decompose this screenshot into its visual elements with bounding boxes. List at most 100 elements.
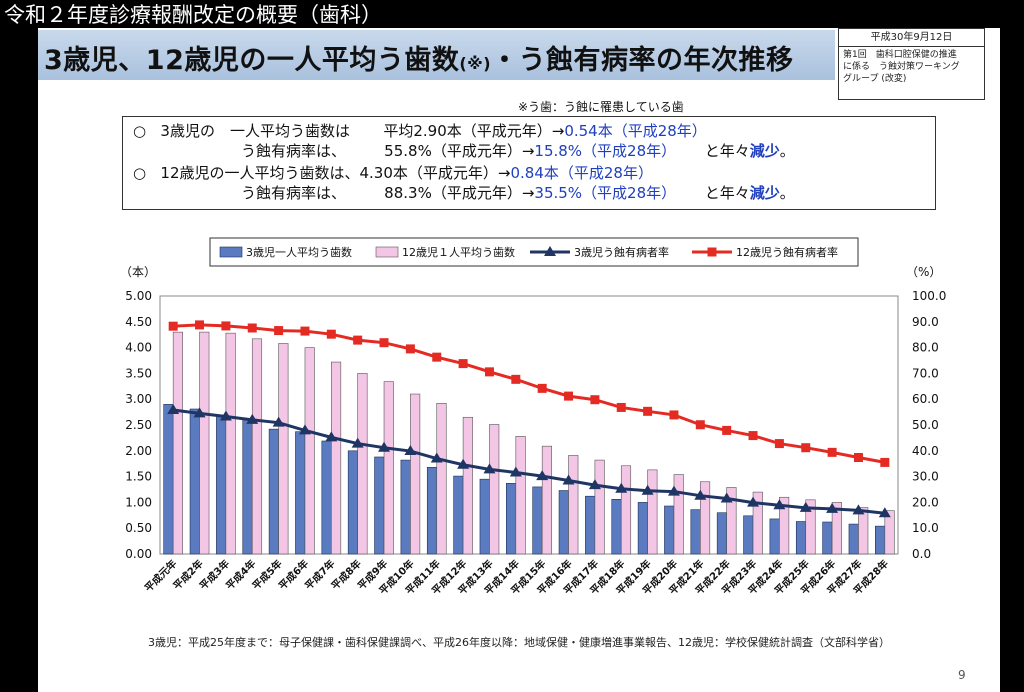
title-bar: 3歳児、12歳児の一人平均う歯数(※)・う蝕有病率の年次推移 [38, 30, 835, 80]
left-tick-label: 1.50 [125, 470, 152, 484]
point-12yo-rate [353, 335, 363, 345]
chart-legend: 3歳児一人平均う歯数 12歳児１人平均う歯数 3歳児う蝕有病者率 12歳児う蝕有病者率 [209, 237, 859, 267]
bar-12yo [199, 331, 210, 555]
bar-12yo [568, 455, 579, 555]
point-3yo-rate [641, 484, 654, 495]
point-3yo-rate [193, 407, 206, 418]
bar-3yo [216, 414, 227, 555]
bar-3yo [295, 431, 306, 555]
bar-3yo [532, 486, 543, 555]
summary-row-1: ○ 3歳児の 一人平均う歯数は 平均2.90本（平成元年）→0.54本（平成28… [133, 121, 707, 141]
point-3yo-rate [457, 458, 470, 469]
bar-12yo [541, 445, 552, 555]
bar-12yo [779, 496, 790, 555]
left-tick-label: 0.00 [125, 547, 152, 561]
slide-title: 3歳児、12歳児の一人平均う歯数(※)・う蝕有病率の年次推移 [44, 38, 794, 77]
bar-12yo [331, 361, 342, 555]
summary-label: う蝕有病率は、 [241, 184, 347, 202]
summary-value: 平均2.90本（平成元年）→ [383, 122, 565, 140]
legend-swatch-12yo-bar [375, 246, 399, 258]
point-3yo-rate [694, 489, 707, 500]
right-axis: （%） 100.0 90.0 80.0 70.0 60.0 50.0 40.0 30.0 20.0… [906, 265, 946, 561]
point-3yo-rate [852, 504, 865, 515]
left-tick-label: 3.00 [125, 392, 152, 406]
bar-12yo [884, 510, 895, 555]
doc-line-1: 第1回 歯科口腔保健の推進 [843, 50, 957, 60]
line-series [167, 320, 891, 518]
bar-3yo [453, 475, 464, 555]
bar-3yo [743, 515, 754, 555]
point-12yo-rate [432, 352, 442, 362]
doc-line-2: に係る う蝕対策ワーキング [843, 62, 960, 72]
right-tick-label: 30.0 [912, 470, 939, 484]
legend-label: 12歳児う蝕有病者率 [736, 245, 838, 259]
bar-3yo [822, 521, 833, 555]
bar-12yo [462, 416, 473, 555]
left-tick-label: 2.00 [125, 444, 152, 458]
bar-12yo [515, 436, 526, 555]
point-12yo-rate [774, 439, 784, 449]
slide: 3歳児、12歳児の一人平均う歯数(※)・う蝕有病率の年次推移 平成30年9月12… [38, 28, 1000, 692]
bar-12yo [383, 381, 394, 555]
summary-trend: と年々 [704, 184, 750, 202]
bar-12yo [752, 491, 763, 555]
point-12yo-rate [221, 321, 231, 331]
right-tick-label: 70.0 [912, 366, 939, 380]
summary-label: 12歳児の一人平均う歯数は、4.30本（平成元年）→ [160, 164, 511, 182]
bar-3yo [268, 428, 279, 555]
point-12yo-rate [880, 457, 890, 467]
summary-value: 88.3%（平成元年）→ [384, 184, 535, 202]
bar-3yo [664, 505, 675, 555]
point-3yo-rate [219, 410, 232, 421]
point-3yo-rate [430, 452, 443, 463]
left-tick-label: 3.50 [125, 366, 152, 380]
page-number: 9 [958, 668, 966, 682]
bar-12yo [831, 502, 842, 555]
summary-trend: と年々 [704, 142, 750, 160]
line-3yo-rate [172, 408, 885, 515]
bar-3yo [875, 525, 886, 555]
left-axis-unit: （本） [120, 265, 156, 279]
bar-3yo [611, 499, 622, 555]
left-tick-label: 2.50 [125, 418, 152, 432]
point-3yo-rate [588, 479, 601, 490]
point-12yo-rate [511, 374, 521, 384]
point-12yo-rate [326, 329, 336, 339]
summary-value-highlight: 0.54本（平成28年） [564, 122, 707, 140]
bullet-marker: ○ [133, 122, 147, 140]
legend-label: 12歳児１人平均う歯数 [402, 246, 515, 259]
summary-row-4: う蝕有病率は、 88.3%（平成元年）→35.5%（平成28年） と年々減少。 [241, 183, 795, 203]
point-3yo-rate [826, 502, 839, 513]
point-3yo-rate [351, 437, 364, 448]
chart: 3歳児一人平均う歯数 12歳児１人平均う歯数 3歳児う蝕有病者率 12歳児う蝕有病者率… [120, 237, 946, 597]
video-title: 令和２年度診療報酬改定の概要（歯科） [4, 3, 382, 27]
point-12yo-rate [247, 323, 257, 333]
summary-value: 55.8%（平成元年）→ [384, 142, 535, 160]
bar-3yo [479, 478, 490, 555]
point-3yo-rate [483, 463, 496, 474]
bar-3yo [321, 440, 332, 555]
point-12yo-rate [616, 402, 626, 412]
x-tick-label: 平成元年 [142, 557, 179, 594]
left-tick-label: 1.00 [125, 495, 152, 509]
right-tick-label: 40.0 [912, 444, 939, 458]
point-12yo-rate [405, 344, 415, 354]
bar-12yo [225, 332, 236, 555]
point-12yo-rate [300, 326, 310, 336]
summary-value-highlight: 35.5%（平成28年） [534, 184, 677, 202]
x-axis: 平成元年平成2年平成3年平成4年平成5年平成6年平成7年平成8年平成9年平成10… [142, 557, 891, 597]
source-note: 3歳児：平成25年度まで：母子保健課・歯科保健課調べ、平成26年度以降：地域保健… [148, 636, 890, 649]
left-tick-label: 5.00 [125, 289, 152, 303]
summary-trend-keyword: 減少 [749, 184, 780, 202]
bar-12yo [620, 465, 632, 555]
point-12yo-rate [590, 395, 600, 405]
left-tick-label: 4.00 [125, 341, 152, 355]
legend-marker-triangle [544, 246, 556, 256]
bar-12yo [357, 373, 368, 555]
point-3yo-rate [720, 492, 733, 503]
point-3yo-rate [667, 485, 680, 496]
bar-3yo [848, 523, 859, 555]
summary-period: 。 [779, 142, 795, 160]
summary-label: う蝕有病率は、 [241, 142, 347, 160]
summary-row-2: う蝕有病率は、 55.8%（平成元年）→15.8%（平成28年） と年々減少。 [241, 141, 795, 161]
